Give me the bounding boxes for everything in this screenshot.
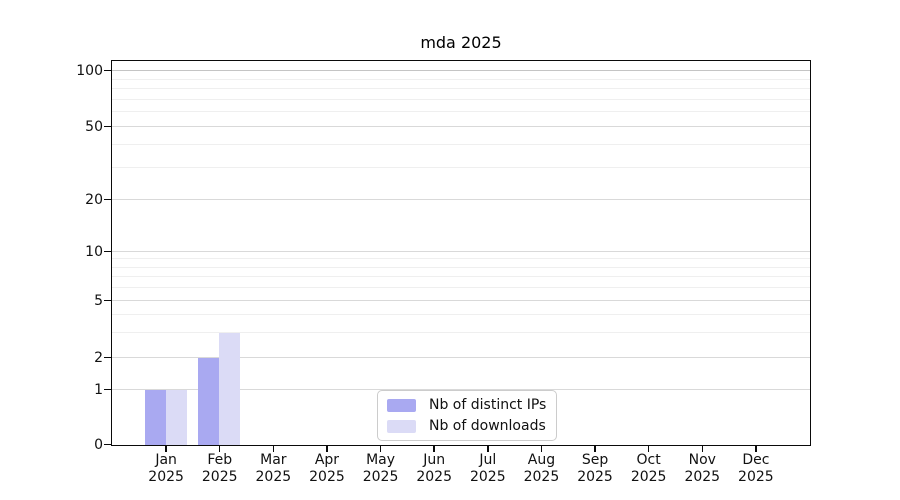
- y-tick-label: 10: [85, 243, 103, 260]
- x-tick-label: May 2025: [362, 452, 399, 485]
- chart-title: mda 2025: [420, 33, 502, 52]
- x-tick-label: Mar 2025: [255, 452, 292, 485]
- y-tick-label: 0: [94, 436, 103, 453]
- x-tick-label: Nov 2025: [684, 452, 721, 485]
- gridline-minor: [112, 266, 810, 268]
- y-tick-mark: [104, 125, 111, 128]
- y-tick-mark: [104, 299, 111, 302]
- x-tick-mark: [379, 446, 382, 452]
- gridline-major: [112, 70, 810, 71]
- gridline-minor: [112, 313, 810, 315]
- gridline-minor: [112, 287, 810, 289]
- y-tick-label: 100: [76, 62, 103, 79]
- y-tick-label: 50: [85, 118, 103, 135]
- x-tick-label: Oct 2025: [630, 452, 667, 485]
- x-tick-mark: [540, 446, 543, 452]
- gridline-minor: [112, 111, 810, 113]
- y-tick-label: 2: [94, 349, 103, 366]
- x-tick-mark: [433, 446, 435, 452]
- x-tick-label: Jun 2025: [416, 452, 452, 485]
- gridline-major: [112, 199, 810, 200]
- legend-swatch-distinct-ips: [387, 398, 416, 412]
- y-tick-mark: [104, 443, 111, 446]
- gridline-minor: [112, 331, 810, 333]
- gridline-major: [112, 300, 810, 301]
- gridline-minor: [112, 166, 810, 168]
- y-tick-mark: [104, 69, 111, 72]
- gridline-major: [112, 357, 810, 358]
- x-tick-label: Feb 2025: [201, 452, 238, 485]
- y-tick-mark: [104, 250, 111, 253]
- gridline-minor: [112, 98, 810, 100]
- bar-downloads: [219, 332, 241, 445]
- x-tick-mark: [165, 446, 167, 452]
- y-tick-label: 20: [85, 191, 103, 208]
- x-tick-label: Aug 2025: [523, 452, 560, 485]
- x-tick-mark: [647, 446, 650, 452]
- x-tick-mark: [487, 446, 489, 452]
- x-tick-label: Jan 2025: [148, 452, 184, 485]
- legend-item-distinct-ips: Nb of distinct IPs: [387, 397, 546, 413]
- legend-label-distinct-ips: Nb of distinct IPs: [429, 397, 547, 413]
- plot-area: [111, 60, 811, 446]
- y-tick-label: 1: [94, 381, 103, 398]
- gridline-minor: [112, 78, 810, 80]
- legend: Nb of distinct IPs Nb of downloads: [377, 390, 558, 441]
- x-tick-label: Sep 2025: [577, 452, 613, 485]
- bar-distinct-ips: [198, 358, 220, 445]
- x-tick-label: Dec 2025: [738, 452, 774, 485]
- gridline-major: [112, 389, 810, 390]
- y-tick-mark: [104, 388, 111, 391]
- x-tick-mark: [701, 446, 704, 452]
- gridline-major: [112, 126, 810, 127]
- x-tick-mark: [272, 446, 275, 452]
- x-tick-mark: [326, 446, 328, 452]
- bar-distinct-ips: [144, 390, 166, 445]
- legend-swatch-downloads: [387, 419, 416, 433]
- y-tick-label: 5: [94, 292, 103, 309]
- x-tick-mark: [218, 446, 221, 452]
- y-tick-mark: [104, 198, 111, 201]
- gridline-minor: [112, 88, 810, 90]
- y-tick-mark: [104, 356, 111, 359]
- gridline-minor: [112, 258, 810, 260]
- x-tick-mark: [594, 446, 596, 452]
- gridline-minor: [112, 143, 810, 145]
- legend-item-downloads: Nb of downloads: [387, 418, 546, 434]
- x-tick-label: Apr 2025: [309, 452, 345, 485]
- gridline-major: [112, 251, 810, 252]
- bar-downloads: [165, 390, 187, 445]
- legend-label-downloads: Nb of downloads: [429, 418, 546, 434]
- gridline-minor: [112, 276, 810, 278]
- x-tick-mark: [755, 446, 757, 452]
- x-tick-label: Jul 2025: [469, 452, 506, 485]
